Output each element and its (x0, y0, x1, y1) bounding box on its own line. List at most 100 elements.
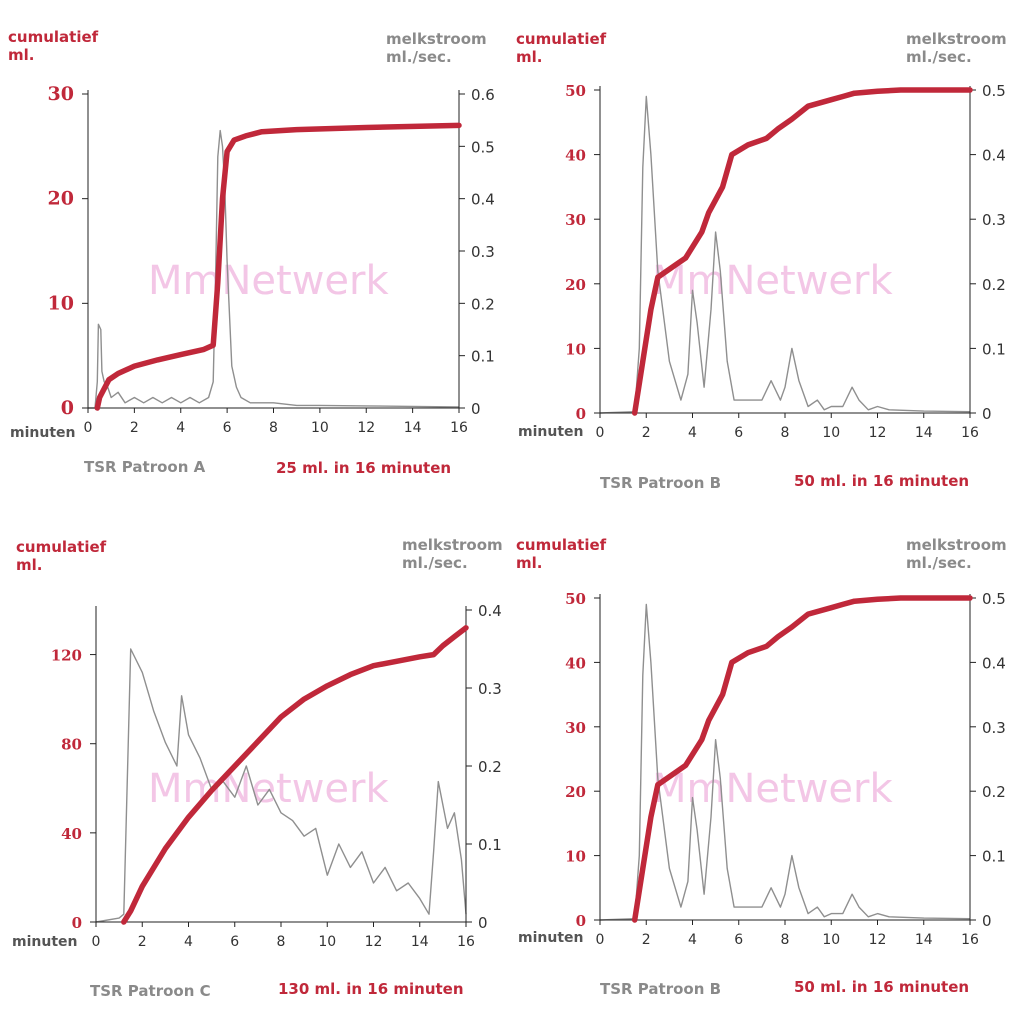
footer-pattern: TSR Patroon C (90, 982, 211, 1000)
right-axis-title-line2: ml./sec. (402, 554, 468, 572)
x-tick-label: 16 (961, 425, 979, 441)
x-axis-label: minuten (10, 425, 75, 441)
left-axis-title-line1: cumulatief (516, 536, 607, 554)
left-tick-label: 80 (61, 736, 82, 754)
x-tick-label: 10 (822, 932, 840, 948)
right-axis-title: melkstroom ml./sec. (402, 536, 503, 572)
x-tick-label: 8 (781, 932, 790, 948)
left-axis-title-line1: cumulatief (516, 30, 607, 48)
right-tick-label: 0.2 (982, 783, 1006, 801)
watermark: MmNetwerk (148, 258, 389, 304)
right-tick-label: 0.1 (982, 848, 1006, 866)
left-tick-label: 20 (48, 188, 74, 210)
right-axis-title-line2: ml./sec. (386, 48, 452, 66)
right-tick-label: 0.4 (471, 191, 495, 209)
x-axis-label: minuten (12, 934, 77, 950)
footer-pattern: TSR Patroon B (600, 980, 722, 998)
footer-summary: 50 ml. in 16 minuten (794, 978, 970, 996)
left-tick-label: 0 (61, 397, 74, 419)
flow-series-line (88, 129, 460, 409)
right-tick-label: 0.4 (982, 654, 1006, 672)
right-tick-label: 0.5 (982, 82, 1006, 100)
left-tick-label: 0 (72, 914, 82, 932)
left-tick-label: 120 (51, 647, 82, 665)
left-axis-title-line2: ml. (516, 48, 543, 66)
left-tick-label: 50 (565, 590, 586, 608)
left-tick-label: 10 (565, 340, 586, 358)
x-tick-label: 12 (365, 934, 383, 950)
x-tick-label: 10 (822, 425, 840, 441)
chart-panel-d: cumulatief ml. melkstroom ml./sec. MmNet… (512, 512, 1024, 1024)
left-tick-label: 0 (576, 912, 586, 930)
left-axis-title-line2: ml. (16, 556, 43, 574)
footer-pattern: TSR Patroon B (600, 474, 722, 492)
right-tick-label: 0.3 (982, 719, 1006, 737)
flow-series-line (95, 648, 467, 923)
right-tick-label: 0.4 (982, 147, 1006, 165)
x-tick-label: 6 (223, 420, 232, 436)
x-tick-label: 4 (184, 934, 193, 950)
right-tick-label: 0 (471, 400, 481, 418)
x-tick-label: 12 (869, 425, 887, 441)
x-tick-label: 2 (130, 420, 139, 436)
left-tick-label: 50 (565, 82, 586, 100)
flow-series-line (599, 603, 971, 921)
right-tick-label: 0.6 (471, 86, 495, 104)
chart-panel-a: cumulatief ml. melkstroom ml./sec. MmNet… (0, 0, 512, 512)
x-tick-label: 6 (230, 934, 239, 950)
x-tick-label: 10 (318, 934, 336, 950)
left-tick-label: 40 (61, 825, 82, 843)
footer-summary: 25 ml. in 16 minuten (276, 459, 452, 477)
right-tick-label: 0.3 (478, 680, 502, 698)
left-axis-title-line1: cumulatief (8, 28, 99, 46)
x-tick-label: 12 (357, 420, 375, 436)
chart-svg: 0 10 20 30 40 50 0 0.1 0.2 0.3 0.4 0.5 0 2 4 6 8 10 12 14 16… (518, 590, 1006, 948)
right-tick-label: 0 (982, 912, 992, 930)
right-axis-title-line2: ml./sec. (906, 554, 972, 572)
x-tick-label: 16 (450, 420, 468, 436)
x-tick-label: 0 (92, 934, 101, 950)
right-tick-label: 0.4 (478, 602, 502, 620)
x-tick-label: 10 (311, 420, 329, 436)
cumulative-series-line (631, 595, 973, 923)
right-tick-label: 0.2 (471, 295, 495, 313)
left-axis-title: cumulatief ml. (16, 538, 106, 574)
chart-svg: 0 10 20 30 0 0.1 0.2 0.3 0.4 0.5 0.6 0 2 4 6 8 10 12 14 16 m… (10, 83, 495, 441)
right-axis-title: melkstroom ml./sec. (386, 30, 487, 66)
left-axis-title-line2: ml. (8, 46, 35, 64)
right-tick-label: 0 (478, 914, 488, 932)
right-axis-title-line1: melkstroom (906, 30, 1007, 48)
x-axis-label: minuten (518, 424, 583, 440)
left-axis-title-line1: cumulatief (16, 538, 107, 556)
x-tick-label: 14 (404, 420, 422, 436)
right-axis-title-line1: melkstroom (402, 536, 503, 554)
left-tick-label: 20 (565, 783, 586, 801)
x-tick-label: 2 (642, 932, 651, 948)
right-tick-label: 0.1 (478, 836, 502, 854)
left-axis-title: cumulatief ml. (516, 536, 606, 572)
x-axis-label: minuten (518, 930, 583, 946)
x-tick-label: 14 (915, 932, 933, 948)
cumulative-series-line (631, 87, 973, 416)
right-tick-label: 0.3 (471, 243, 495, 261)
right-tick-label: 0 (982, 405, 992, 423)
right-axis-title: melkstroom ml./sec. (906, 30, 1007, 66)
x-tick-label: 12 (869, 932, 887, 948)
right-tick-label: 0.1 (982, 340, 1006, 358)
x-tick-label: 8 (269, 420, 278, 436)
right-tick-label: 0.3 (982, 211, 1006, 229)
left-tick-label: 20 (565, 276, 586, 294)
left-tick-label: 30 (48, 83, 74, 105)
left-tick-label: 40 (565, 147, 586, 165)
x-tick-label: 6 (734, 932, 743, 948)
flow-series-line (599, 95, 971, 414)
footer-pattern: TSR Patroon A (84, 458, 206, 476)
right-tick-label: 0.5 (471, 138, 495, 156)
x-tick-label: 4 (688, 425, 697, 441)
cumulative-series-line (94, 122, 462, 411)
left-tick-label: 10 (565, 848, 586, 866)
left-tick-label: 30 (565, 719, 586, 737)
x-tick-label: 4 (176, 420, 185, 436)
right-tick-label: 0.5 (982, 590, 1006, 608)
right-tick-label: 0.2 (982, 276, 1006, 294)
